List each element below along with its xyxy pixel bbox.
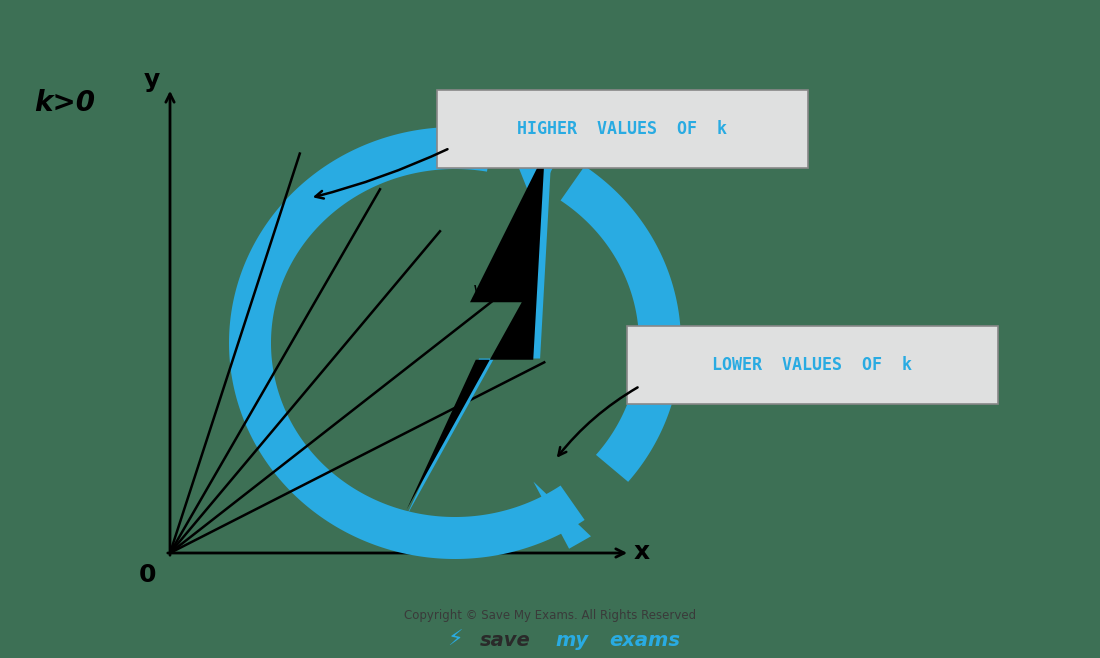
Text: y = k: y = k (472, 281, 516, 299)
Text: k>0: k>0 (34, 89, 96, 117)
Polygon shape (534, 482, 591, 549)
Polygon shape (406, 139, 552, 517)
Polygon shape (407, 153, 544, 509)
Text: HIGHER  VALUES  OF  k: HIGHER VALUES OF k (517, 120, 727, 138)
Text: Copyright © Save My Exams. All Rights Reserved: Copyright © Save My Exams. All Rights Re… (404, 609, 696, 622)
Text: x: x (634, 540, 650, 564)
FancyBboxPatch shape (437, 90, 808, 168)
Polygon shape (561, 166, 681, 482)
Polygon shape (229, 127, 584, 559)
FancyBboxPatch shape (627, 326, 998, 404)
Text: my: my (556, 630, 588, 649)
Text: exams: exams (609, 630, 681, 649)
Polygon shape (512, 138, 569, 205)
Text: ⚡: ⚡ (448, 630, 463, 650)
Text: y: y (144, 68, 161, 92)
Text: LOWER  VALUES  OF  k: LOWER VALUES OF k (712, 356, 912, 374)
Text: save: save (480, 630, 530, 649)
Text: 0: 0 (140, 563, 156, 587)
